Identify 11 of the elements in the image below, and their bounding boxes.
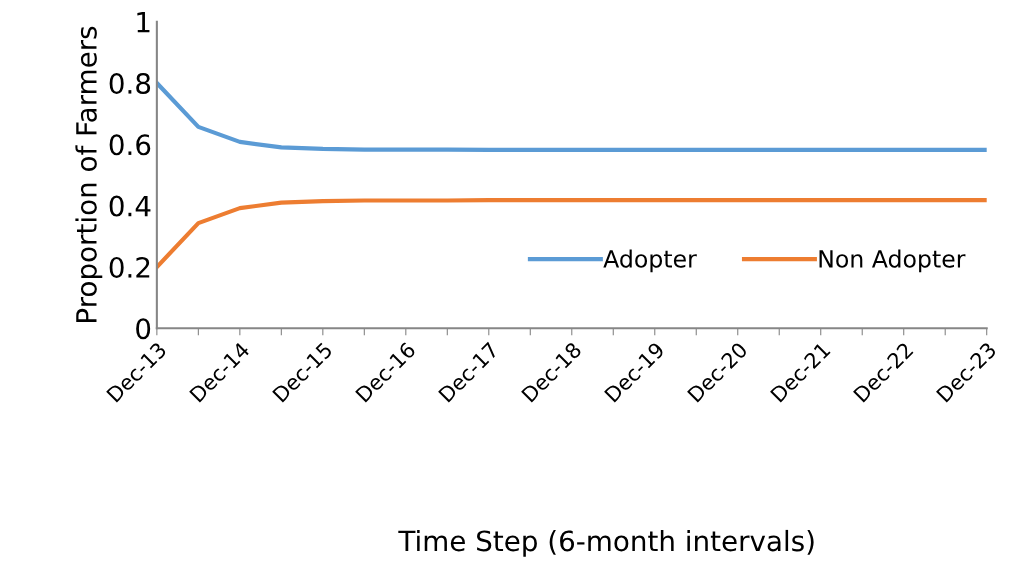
x-axis-title: Time Step (6-month intervals)	[398, 529, 814, 557]
y-tick-label: 0.8	[109, 72, 151, 94]
y-tick-label: 0.4	[109, 195, 151, 217]
legend-label: Adopter	[603, 249, 697, 273]
line-series	[156, 80, 987, 152]
y-tick-label: 0	[136, 318, 151, 340]
y-tick-label: 1	[137, 12, 150, 33]
y-tick-label: 0.2	[109, 256, 150, 278]
y-axis-title: Proportion of Farmers	[75, 26, 103, 322]
y-tick-label: 0.6	[109, 134, 151, 156]
legend-label: Non Adopter	[819, 249, 966, 273]
